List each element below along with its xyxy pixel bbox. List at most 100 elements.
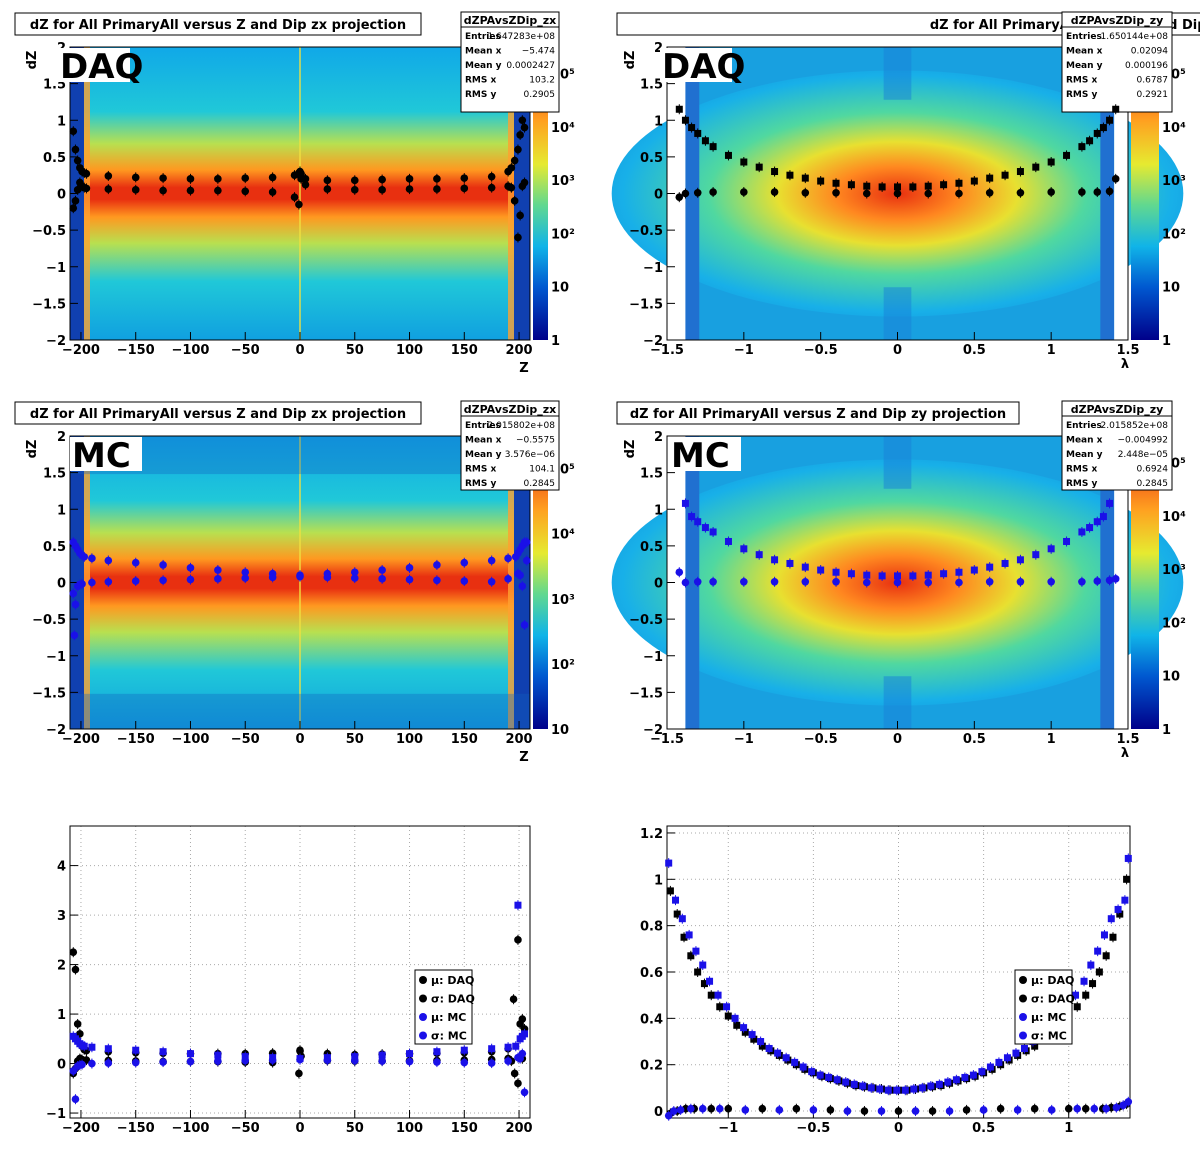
palette-tick-label: 10² — [551, 658, 575, 673]
data-point — [522, 538, 531, 547]
x-tick-label: 50 — [346, 1121, 364, 1136]
data-point — [186, 175, 195, 183]
svg-text:Mean y: Mean y — [465, 450, 502, 460]
data-point — [510, 1069, 519, 1078]
palette-tick-label: 10³ — [551, 593, 575, 608]
data-point — [295, 200, 303, 209]
data-point — [378, 1051, 386, 1059]
svg-text:2.015852e+08: 2.015852e+08 — [1101, 421, 1169, 431]
data-point — [241, 1056, 250, 1065]
x-tick-label: −200 — [62, 732, 100, 747]
data-point — [406, 1050, 414, 1058]
legend-entry: μ: MC — [1031, 1011, 1066, 1024]
svg-text:Mean y: Mean y — [1066, 61, 1103, 71]
data-point — [290, 193, 299, 201]
x-tick-label: −1 — [734, 732, 754, 747]
x-tick-label: 150 — [451, 1121, 478, 1136]
svg-text:1.650144e+08: 1.650144e+08 — [1101, 32, 1169, 42]
data-point — [1102, 952, 1110, 960]
data-point — [214, 175, 222, 183]
data-point — [701, 137, 709, 145]
data-point — [924, 189, 933, 198]
data-point — [460, 1046, 468, 1054]
data-point — [518, 116, 527, 125]
data-point — [1016, 188, 1025, 197]
y-tick-label: 1.5 — [43, 467, 66, 482]
data-point — [685, 931, 693, 939]
data-point — [507, 183, 516, 192]
data-point — [433, 185, 441, 193]
legend-marker — [419, 1013, 427, 1021]
data-point — [995, 1058, 1003, 1066]
axis-ticks: −200 −150 −100 −50 0 50 100 150 200 −1 0 1 2 3 4 — [46, 860, 533, 1136]
y-tick-label: 0.2 — [640, 1059, 663, 1074]
data-point — [1112, 105, 1120, 113]
y-tick-label: −0.5 — [629, 613, 663, 628]
panel-daq-zy: −1.5 −1 −0.5 0 0.5 1 1.5−2−1.5−1−0.500.511.521… — [611, 11, 1200, 372]
y-tick-label: −1 — [46, 1107, 66, 1122]
x-tick-label: 0 — [295, 732, 304, 747]
x-tick-label: −200 — [62, 1121, 100, 1136]
heatmap-centre-line — [299, 47, 301, 340]
data-point — [786, 559, 794, 567]
data-point — [1105, 187, 1114, 196]
heatmap-edge-left — [685, 436, 700, 729]
data-point — [1116, 910, 1124, 918]
data-point — [757, 1038, 765, 1046]
data-point — [268, 573, 277, 582]
data-point — [88, 1059, 96, 1068]
data-point — [1003, 1054, 1011, 1062]
data-point — [911, 1107, 920, 1115]
data-point — [521, 1030, 529, 1038]
data-point — [268, 1056, 277, 1064]
svg-text:dZ for All PrimaryAll versus Z: dZ for All PrimaryAll versus Z and Dip z… — [30, 407, 406, 422]
data-point — [1093, 188, 1102, 196]
y-tick-label: 0.5 — [43, 151, 66, 166]
dataset-tag: DAQ — [60, 47, 143, 87]
y-tick-label: 2 — [57, 430, 66, 445]
data-point — [832, 188, 840, 197]
y-tick-label: 2 — [57, 959, 66, 974]
axis-ticks: −1 −0.5 0 0.5 1 0 0.2 0.4 0.6 0.8 1 1.2 — [640, 827, 1073, 1136]
svg-text:103.2: 103.2 — [529, 76, 555, 86]
y-tick-label: 3 — [57, 909, 66, 924]
svg-text:dZPAvsZDip_zx: dZPAvsZDip_zx — [464, 403, 557, 416]
data-point — [893, 578, 902, 587]
data-point — [675, 568, 684, 577]
y-tick-label: −2 — [643, 723, 663, 738]
data-point — [1032, 163, 1040, 171]
data-point — [1063, 537, 1071, 545]
y-tick-label: 1 — [57, 503, 66, 518]
x-tick-label: −50 — [231, 1121, 260, 1136]
x-tick-label: 50 — [346, 732, 364, 747]
x-tick-label: 150 — [451, 732, 478, 747]
series-mu — [69, 555, 531, 641]
legend-marker — [1019, 976, 1027, 984]
data-point — [1073, 1104, 1082, 1113]
y-tick-label: −1 — [46, 650, 66, 665]
data-point — [1016, 168, 1024, 176]
data-point — [978, 1068, 986, 1076]
data-point — [740, 1024, 748, 1032]
legend-entry: μ: MC — [431, 1011, 466, 1024]
data-point — [1106, 499, 1114, 507]
svg-text:−5.474: −5.474 — [522, 47, 556, 57]
x-tick-label: −0.5 — [804, 343, 838, 358]
svg-text:Mean x: Mean x — [465, 436, 502, 446]
data-point — [268, 188, 277, 196]
data-point — [460, 558, 469, 567]
heatmap-bottom-notch — [883, 287, 912, 340]
data-point — [1086, 524, 1094, 532]
data-point — [1047, 577, 1055, 586]
data-point — [460, 577, 469, 585]
data-point — [1100, 931, 1108, 939]
svg-text:0.0002427: 0.0002427 — [506, 61, 555, 71]
data-point — [715, 1104, 724, 1113]
x-axis-label: Z — [519, 361, 528, 376]
data-point — [510, 197, 519, 205]
data-point — [909, 572, 917, 580]
data-point — [665, 859, 673, 867]
data-point — [724, 1012, 732, 1020]
